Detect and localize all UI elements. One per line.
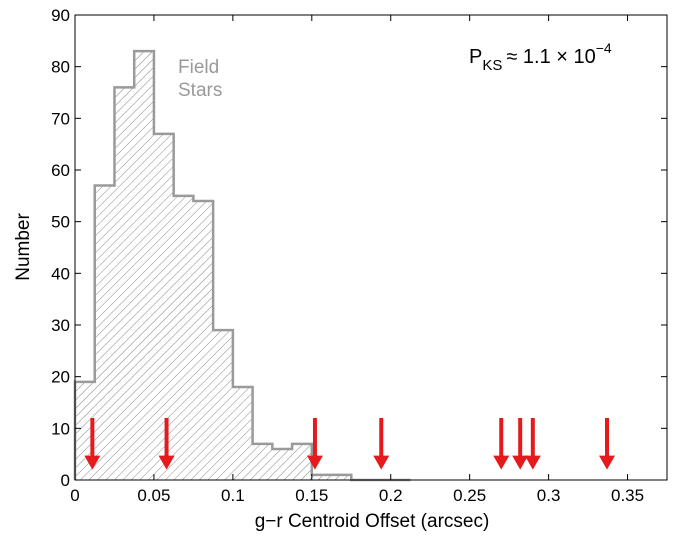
y-tick-label: 50 — [51, 213, 70, 232]
histogram-bar — [193, 201, 214, 480]
ks-subscript: KS — [482, 57, 502, 74]
offset-arrow — [599, 418, 616, 470]
histogram-bar — [134, 51, 154, 481]
arrow-head — [306, 455, 323, 470]
y-tick-label: 80 — [51, 58, 70, 77]
field-label-line-2: Stars — [178, 80, 222, 101]
x-tick-label: 0.35 — [611, 486, 644, 505]
plot-frame — [74, 14, 668, 481]
histogram-bar — [232, 387, 253, 480]
y-tick-label: 40 — [51, 264, 70, 283]
ks-annotation: PKS ≈ 1.1 × 10−4 — [469, 40, 612, 74]
y-tick-label: 10 — [51, 419, 70, 438]
histogram-bar — [331, 474, 352, 480]
x-tick-label: 0.1 — [221, 486, 245, 505]
histogram-bar — [311, 474, 332, 480]
x-axis-title: g−r Centroid Offset (arcsec) — [255, 511, 490, 532]
arrow-head — [524, 455, 541, 470]
offset-arrow — [493, 418, 510, 470]
x-tick-label: 0.3 — [537, 486, 561, 505]
histogram-bar — [94, 185, 115, 480]
y-tick-label: 70 — [51, 109, 70, 128]
x-tick-label: 0 — [70, 486, 79, 505]
histogram-bar — [153, 133, 174, 481]
arrow-layer — [84, 418, 616, 470]
y-tick-label: 0 — [61, 471, 70, 490]
arrow-head — [512, 455, 529, 470]
offset-arrow — [524, 418, 541, 470]
x-tick-label: 0.05 — [137, 486, 170, 505]
offset-arrow — [512, 418, 529, 470]
label-layer: 0 0.05 0.1 0.15 0.2 0.25 0.3 0.35 0 10 20 30 40 50 60 7… — [51, 6, 644, 505]
y-tick-label: 90 — [51, 6, 70, 25]
arrow-head — [599, 455, 616, 470]
arrow-head — [84, 455, 101, 470]
field-stars-label: Field Stars — [178, 57, 224, 101]
x-tick-label: 0.25 — [453, 486, 486, 505]
histogram-bar — [252, 443, 273, 480]
ks-exponent: −4 — [596, 40, 612, 56]
field-label-line-1: Field — [178, 57, 219, 78]
ks-relation: ≈ 1.1 × 10 — [506, 46, 595, 68]
histogram-bar — [114, 87, 135, 480]
histogram-bar — [173, 195, 194, 481]
histogram-bar — [75, 381, 95, 480]
offset-arrow — [158, 418, 175, 470]
ks-p: P — [469, 46, 482, 68]
histogram-layer — [73, 49, 411, 482]
offset-arrow — [306, 418, 323, 470]
x-tick-label: 0.15 — [295, 486, 328, 505]
arrow-head — [493, 455, 510, 470]
y-axis-title: Number — [13, 213, 34, 281]
offset-arrow — [84, 418, 101, 470]
arrow-head — [373, 455, 390, 470]
histogram-bar — [213, 330, 233, 480]
y-tick-label: 30 — [51, 316, 70, 335]
histogram-bar — [272, 449, 293, 480]
x-tick-label: 0.2 — [379, 486, 403, 505]
histogram-outline — [73, 49, 411, 482]
histogram-bar — [292, 443, 312, 480]
arrow-head — [158, 455, 175, 470]
tick-layer — [74, 14, 667, 481]
y-tick-label: 20 — [51, 368, 70, 387]
offset-arrow — [373, 418, 390, 470]
y-tick-label: 60 — [51, 161, 70, 180]
